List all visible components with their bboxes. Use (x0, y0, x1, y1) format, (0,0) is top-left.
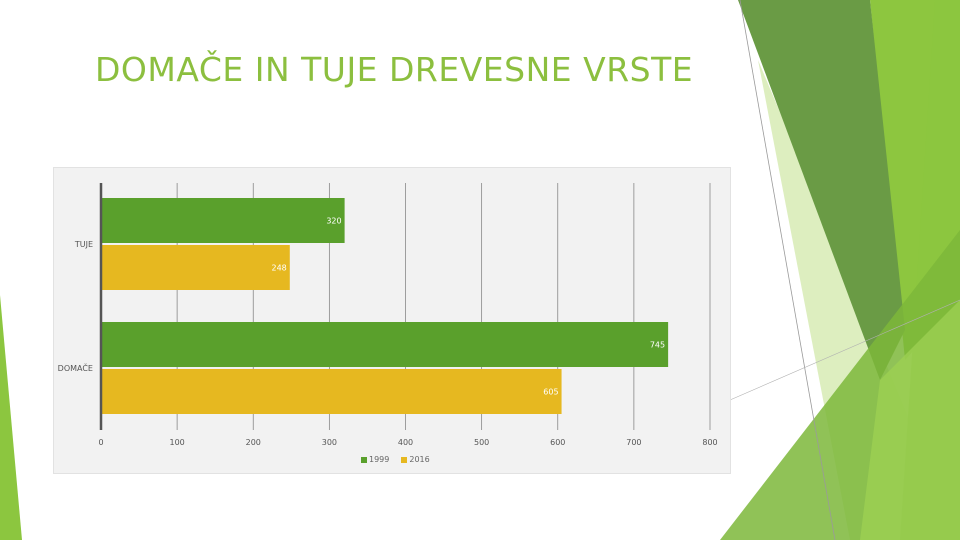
data-label-domače-1999: 745 (650, 341, 665, 350)
legend-label-1999: 1999 (369, 455, 390, 464)
right-accent-faint (860, 300, 960, 540)
chart-legend: 1999 2016 (361, 455, 430, 464)
x-tick-label-100: 100 (169, 438, 184, 447)
x-tick-label-600: 600 (550, 438, 565, 447)
data-label-domače-2016: 605 (543, 388, 558, 397)
right-accent-dark (738, 0, 905, 380)
x-tick-label-400: 400 (398, 438, 413, 447)
data-label-tuje-1999: 320 (326, 217, 341, 226)
category-label-1: DOMAČE (58, 362, 93, 373)
x-tick-label-300: 300 (322, 438, 337, 447)
x-tick-label-200: 200 (246, 438, 261, 447)
x-tick-label-0: 0 (98, 438, 103, 447)
data-label-tuje-2016: 248 (272, 264, 287, 273)
legend-label-2016: 2016 (409, 455, 430, 464)
legend-swatch-1999 (361, 456, 367, 463)
legend-entry-2016: 2016 (401, 455, 430, 464)
slide-title: DOMAČE IN TUJE DREVESNE VRSTE (95, 50, 694, 89)
right-accent-line-2 (729, 299, 960, 401)
bar-tuje-2016 (101, 245, 290, 290)
category-label-0: TUJE (74, 240, 93, 249)
legend-swatch-2016 (401, 456, 408, 463)
right-accent-line-1 (739, 0, 836, 540)
bar-tuje-1999 (101, 198, 345, 243)
x-tick-label-800: 800 (702, 438, 717, 447)
x-tick-label-500: 500 (474, 438, 489, 447)
bar-domače-2016 (101, 369, 562, 414)
bar-domače-1999 (101, 322, 669, 367)
legend-entry-1999: 1999 (361, 455, 389, 464)
left-accent-shape (0, 295, 22, 540)
x-tick-label-700: 700 (626, 438, 641, 447)
